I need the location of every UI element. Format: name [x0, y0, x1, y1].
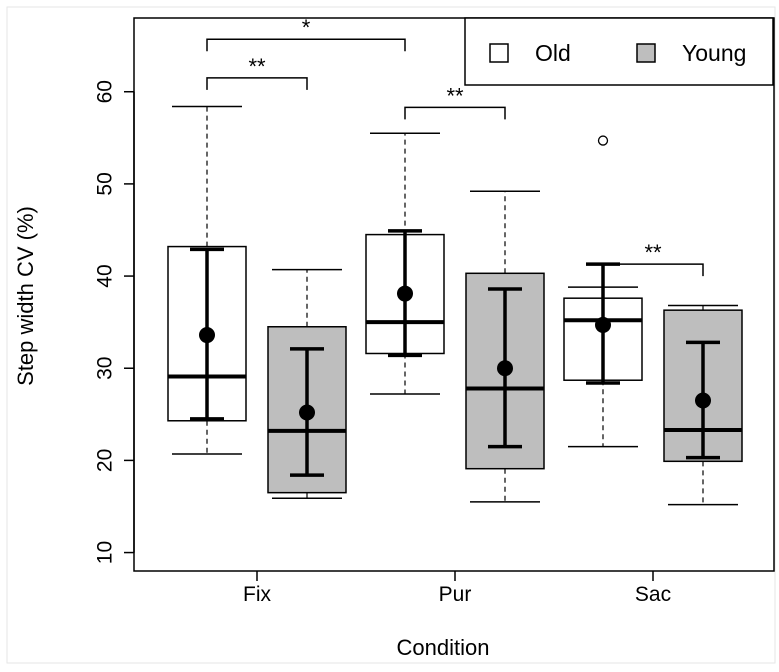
- box-young-pur: [465, 190, 545, 503]
- x-tick-label: Fix: [243, 583, 271, 606]
- box-young-fix: [267, 268, 347, 499]
- box-old-sac: [563, 135, 643, 448]
- significance-bracket: **: [206, 54, 308, 90]
- legend-label-old: Old: [535, 40, 571, 66]
- bracket-line: [404, 106, 506, 120]
- outlier-point: [597, 135, 609, 146]
- image-border: [6, 6, 776, 664]
- significance-bracket: **: [404, 83, 506, 120]
- mean-point: [595, 316, 611, 333]
- significance-stars: **: [446, 83, 464, 108]
- mean-point: [397, 285, 413, 302]
- mean-point: [199, 327, 215, 344]
- significance-stars: *: [302, 15, 311, 40]
- y-tick-label: 20: [94, 449, 117, 472]
- legend-box: [464, 17, 774, 86]
- bracket-line: [206, 77, 308, 90]
- legend: Old Young: [464, 17, 774, 86]
- significance-stars: **: [644, 240, 662, 265]
- significance-bracket: *: [206, 15, 406, 52]
- y-tick-label: 10: [94, 541, 117, 564]
- y-tick-label: 30: [94, 357, 117, 380]
- mean-point: [695, 392, 711, 409]
- box-old-fix: [167, 105, 247, 455]
- x-tick-label: Pur: [439, 583, 472, 606]
- significance-stars: **: [248, 54, 266, 79]
- y-tick-label: 60: [94, 80, 117, 103]
- legend-swatch-young: [636, 43, 656, 63]
- bracket-line: [602, 263, 704, 277]
- x-axis-title: Condition: [397, 635, 490, 660]
- box-young-sac: [663, 304, 743, 506]
- bracket-line: [206, 38, 406, 52]
- y-tick-label: 50: [94, 172, 117, 195]
- y-axis-title: Step width CV (%): [13, 206, 38, 386]
- legend-label-young: Young: [682, 40, 746, 66]
- x-tick-label: Sac: [635, 583, 671, 606]
- mean-point: [497, 360, 513, 377]
- significance-bracket: **: [602, 240, 704, 277]
- mean-point: [299, 404, 315, 421]
- y-tick-label: 40: [94, 264, 117, 287]
- legend-swatch-old: [489, 43, 509, 63]
- box-old-pur: [365, 132, 445, 395]
